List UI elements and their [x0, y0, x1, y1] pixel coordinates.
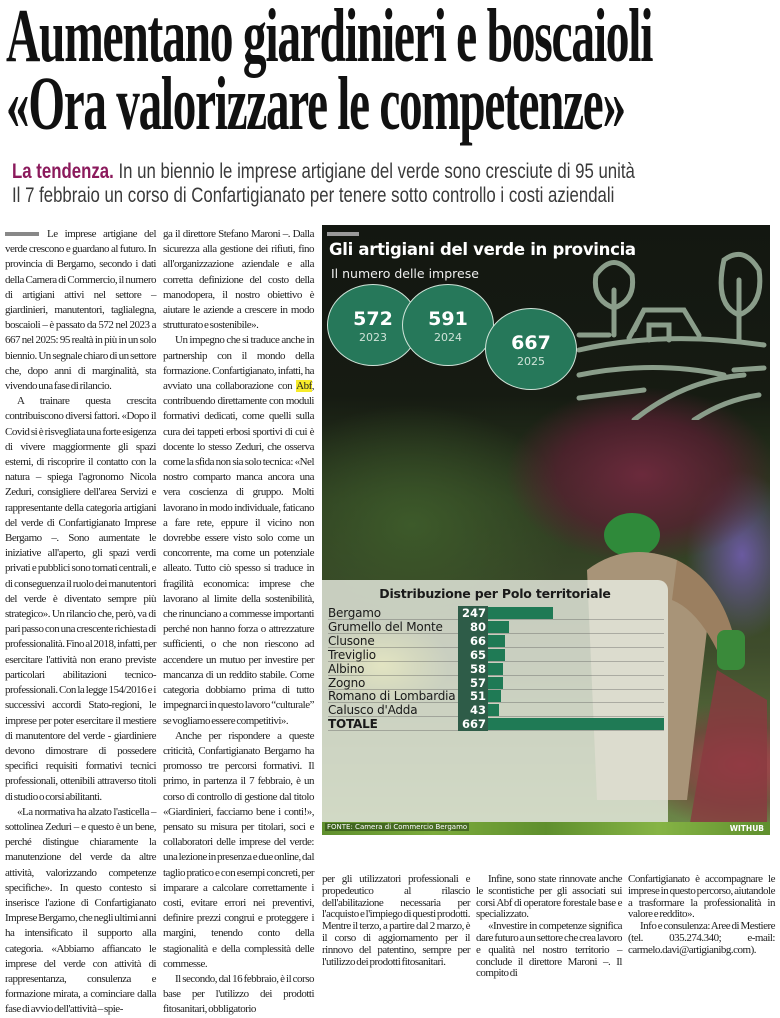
bubble-year: 2025: [517, 355, 545, 368]
bubble-value: 667: [511, 332, 551, 354]
bar: [488, 662, 504, 675]
bar-label: Treviglio: [328, 647, 376, 662]
paragraph-text: Info e consulenza: Aree di Mestiere (tel…: [628, 920, 776, 956]
bar-label: Romano di Lombardia: [328, 689, 456, 704]
bar-value: 80: [458, 619, 488, 634]
infographic-subtitle: Il numero delle imprese: [331, 266, 479, 281]
bar-label: TOTALE: [328, 717, 378, 732]
distribution-panel: Distribuzione per Polo territoriale Berg…: [322, 580, 668, 835]
paragraph: Infine, sono state rinnovate anche le sc…: [476, 873, 623, 921]
bar-label: Grumello del Monte: [328, 619, 443, 634]
bar: [488, 634, 506, 647]
infographic: Gli artigiani del verde in provincia Il …: [322, 225, 770, 835]
bar-value: 43: [458, 703, 488, 718]
source-note: FONTE: Camera di Commercio Bergamo: [325, 823, 470, 831]
paragraph: «Investire in competenze significa dare …: [476, 920, 623, 980]
bar-row: TOTALE 667: [328, 717, 664, 732]
paragraph: ga il direttore Stefano Maroni –. Dalla …: [163, 227, 315, 333]
paragraph-text: «La normativa ha alzato l'asticella – so…: [5, 805, 157, 1016]
subtitle-line-2: Il 7 febbraio un corso di Confartigianat…: [12, 184, 615, 207]
paragraph: Info e consulenza: Aree di Mestiere (tel…: [628, 920, 776, 956]
subtitle-line-1: La tendenza. In un biennio le imprese ar…: [12, 160, 635, 184]
article-column-3: per gli utilizzatori professionali e pro…: [322, 873, 471, 968]
paragraph-text: A trainare questa crescita contribuiscon…: [5, 395, 157, 803]
article-column-4: Infine, sono state rinnovate anche le sc…: [476, 873, 623, 980]
bar-row: Grumello del Monte 80: [328, 619, 664, 634]
paragraph-text: Infine, sono state rinnovate anche le sc…: [476, 873, 623, 921]
bubble-2024: 591 2024: [402, 284, 494, 366]
bar-value: 57: [458, 675, 488, 690]
paragraph-text: ga il direttore Stefano Maroni –. Dalla …: [163, 228, 315, 332]
bar-row: Clusone 66: [328, 633, 664, 648]
bar-label: Clusone: [328, 633, 375, 648]
paragraph-text: Le imprese artigiane del verde crescono …: [5, 228, 157, 393]
kicker: La tendenza.: [12, 160, 114, 183]
headline-line-1: Aumentano giardinieri e boscaioli: [6, 0, 653, 78]
bar: [488, 648, 506, 661]
bubble-value: 591: [428, 308, 468, 330]
bar-row: Albino 58: [328, 661, 664, 676]
paragraph: Il secondo, dal 16 febbraio, è il corso …: [163, 972, 315, 1018]
bubble-year: 2023: [359, 331, 387, 344]
bar: [488, 620, 510, 633]
paragraph: Le imprese artigiane del verde crescono …: [5, 227, 157, 394]
paragraph: Confartigianato è accompagnare le impres…: [628, 873, 776, 921]
paragraph-text: Confartigianato è accompagnare le impres…: [628, 873, 776, 921]
bar: [488, 607, 554, 619]
paragraph: A trainare questa crescita contribuiscon…: [5, 394, 157, 804]
paragraph-text: , contribuendo direttamente con moduli f…: [163, 380, 315, 727]
bar: [488, 718, 664, 731]
paragraph-text: Il secondo, dal 16 febbraio, è il corso …: [163, 972, 315, 1016]
bar-row: Zogno 57: [328, 675, 664, 690]
bar-row: Calusco d'Adda 43: [328, 703, 664, 718]
paragraph: Anche per rispondere a queste criticità,…: [163, 729, 315, 972]
distribution-title: Distribuzione per Polo territoriale: [379, 586, 611, 601]
headline-line-2: «Ora valorizzare le competenze»: [6, 62, 626, 146]
lead-rule: [5, 232, 39, 237]
paragraph-text: Anche per rispondere a queste criticità,…: [163, 729, 315, 970]
countryside-house-trees-icon: [576, 251, 767, 420]
bubble-value: 572: [353, 308, 393, 330]
bar-row: Treviglio 65: [328, 647, 664, 662]
bar-label: Zogno: [328, 675, 366, 690]
bar-value: 667: [458, 717, 488, 732]
bar: [488, 676, 504, 689]
article-column-5: Confartigianato è accompagnare le impres…: [628, 873, 776, 957]
paragraph: Un impegno che si traduce anche in partn…: [163, 333, 315, 728]
infographic-top-rule: [327, 232, 359, 236]
bubble-year: 2024: [434, 331, 462, 344]
bar-value: 65: [458, 647, 488, 662]
bar-value: 51: [458, 689, 488, 704]
subtitle-text-1: In un biennio le imprese artigiane del v…: [118, 160, 635, 183]
bar-row: Bergamo 247: [328, 606, 664, 620]
article-column-2: ga il direttore Stefano Maroni –. Dalla …: [163, 227, 315, 1018]
paragraph: «La normativa ha alzato l'asticella – so…: [5, 805, 157, 1018]
infographic-title: Gli artigiani del verde in provincia: [329, 240, 636, 259]
article-column-1: Le imprese artigiane del verde crescono …: [5, 227, 157, 1018]
bar-label: Bergamo: [328, 606, 381, 620]
paragraph: per gli utilizzatori professionali e pro…: [322, 873, 471, 968]
bar-row: Romano di Lombardia 51: [328, 689, 664, 704]
photo-credit: WITHUB: [729, 824, 764, 833]
bar-value: 247: [458, 606, 488, 620]
bar: [488, 704, 500, 717]
bar-value: 58: [458, 661, 488, 676]
paragraph-text: Un impegno che si traduce anche in partn…: [163, 334, 315, 393]
bubble-2025: 667 2025: [485, 308, 577, 390]
paragraph-text: «Investire in competenze significa dare …: [476, 920, 623, 980]
bar-value: 66: [458, 633, 488, 648]
bar-label: Albino: [328, 661, 365, 676]
bar-label: Calusco d'Adda: [328, 703, 418, 718]
paragraph-text: per gli utilizzatori professionali e pro…: [322, 873, 471, 968]
bar: [488, 690, 502, 703]
highlighted-text: Abf: [296, 380, 312, 393]
